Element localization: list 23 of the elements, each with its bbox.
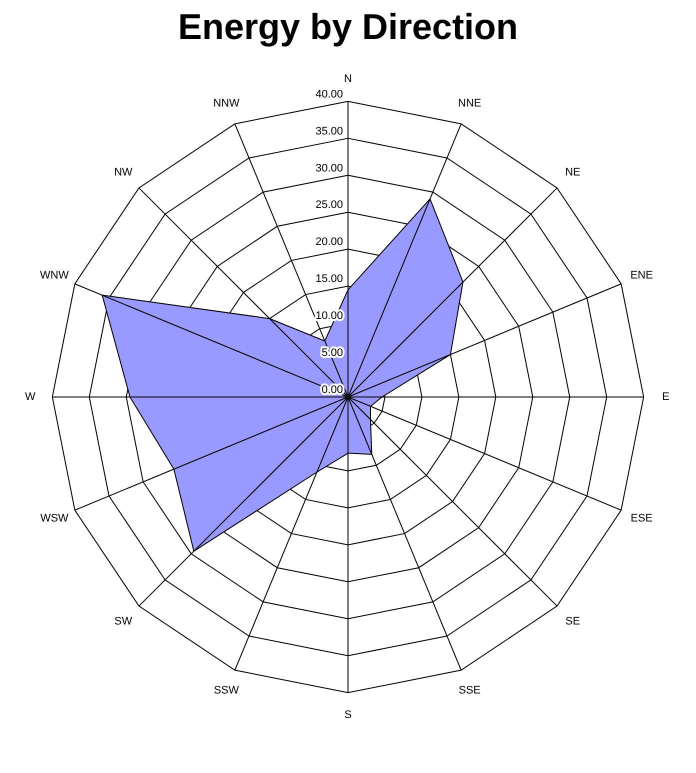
spoke-label: SW	[114, 616, 133, 628]
spoke-label: SSW	[214, 684, 240, 697]
spoke-label: ENE	[630, 269, 653, 282]
spoke-label: WSW	[40, 512, 70, 525]
spoke-label: SE	[565, 616, 580, 628]
spoke-label: W	[24, 391, 36, 403]
spoke-label: NW	[114, 166, 134, 178]
chart-title: Energy by Direction	[178, 6, 518, 47]
y-tick-label: 25.00	[315, 199, 343, 212]
y-tick-label: 35.00	[315, 125, 343, 138]
spoke-label: NNE	[458, 97, 482, 110]
spoke-label: SSE	[458, 684, 481, 697]
y-tick-label: 30.00	[315, 162, 343, 174]
y-tick-label: 20.00	[315, 236, 343, 248]
y-tick-label: 40.00	[315, 88, 343, 100]
spoke-label: S	[344, 708, 352, 721]
spoke-label: ESE	[630, 512, 653, 525]
spoke-label: N	[344, 73, 352, 86]
y-tick-label: 15.00	[315, 273, 343, 286]
spoke-label: WNW	[40, 269, 70, 282]
spoke-label: NNW	[213, 97, 240, 110]
spoke-label: E	[662, 391, 670, 403]
spoke-label: NE	[565, 166, 580, 178]
